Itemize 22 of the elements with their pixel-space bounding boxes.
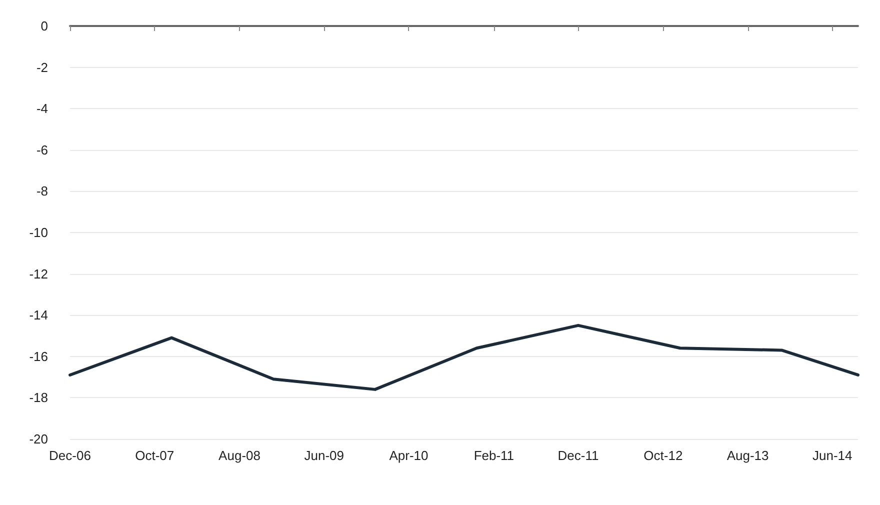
y-tick-label: -8 <box>36 184 48 199</box>
x-tick-label: Jun-09 <box>304 448 344 463</box>
y-tick-label: -6 <box>36 142 48 158</box>
y-tick-label: -12 <box>29 266 48 282</box>
y-tick-label: -2 <box>36 60 48 75</box>
x-tick-label: Apr-10 <box>389 448 428 463</box>
x-tick-label: Oct-12 <box>644 448 683 463</box>
x-tick-label: Aug-08 <box>218 448 260 463</box>
x-tick-label: Aug-13 <box>726 448 769 463</box>
y-tick-label: -4 <box>36 101 48 116</box>
y-tick-label: -16 <box>29 348 48 364</box>
x-tick-label: Dec-06 <box>49 448 91 463</box>
y-tick-label: -18 <box>29 390 48 406</box>
y-tick-label: -14 <box>29 308 48 323</box>
x-tick-label: Dec-11 <box>558 448 599 463</box>
y-tick-label: -10 <box>29 225 48 240</box>
x-tick-label: Feb-11 <box>474 448 514 463</box>
x-tick-label: Oct-07 <box>135 448 174 463</box>
x-tick-label: Jun-14 <box>812 448 852 463</box>
y-tick-label: -20 <box>29 432 48 446</box>
line-series <box>68 324 860 391</box>
y-tick-label: 0 <box>40 18 48 34</box>
